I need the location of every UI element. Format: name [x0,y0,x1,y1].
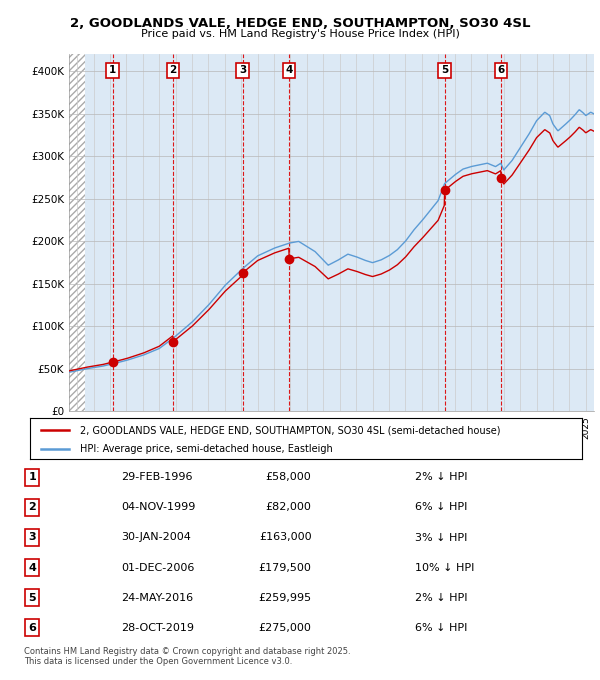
Text: 2: 2 [169,65,176,75]
Text: 28-OCT-2019: 28-OCT-2019 [121,623,194,632]
Text: 1: 1 [28,473,36,482]
Text: 3: 3 [239,65,246,75]
Text: 2, GOODLANDS VALE, HEDGE END, SOUTHAMPTON, SO30 4SL (semi-detached house): 2, GOODLANDS VALE, HEDGE END, SOUTHAMPTO… [80,426,500,435]
Text: 4: 4 [28,562,36,573]
Text: 3% ↓ HPI: 3% ↓ HPI [415,532,467,543]
Text: 3: 3 [28,532,36,543]
Text: 2% ↓ HPI: 2% ↓ HPI [415,592,468,602]
Text: 4: 4 [286,65,293,75]
Text: This data is licensed under the Open Government Licence v3.0.: This data is licensed under the Open Gov… [24,657,292,666]
Text: £163,000: £163,000 [259,532,311,543]
Text: HPI: Average price, semi-detached house, Eastleigh: HPI: Average price, semi-detached house,… [80,444,332,454]
Text: 5: 5 [441,65,448,75]
Text: Contains HM Land Registry data © Crown copyright and database right 2025.: Contains HM Land Registry data © Crown c… [24,647,350,656]
Text: 5: 5 [28,592,36,602]
Text: 6: 6 [28,623,36,632]
Text: 01-DEC-2006: 01-DEC-2006 [121,562,195,573]
Bar [69,54,85,411]
Text: £179,500: £179,500 [259,562,311,573]
Text: £275,000: £275,000 [259,623,311,632]
Text: Price paid vs. HM Land Registry's House Price Index (HPI): Price paid vs. HM Land Registry's House … [140,29,460,39]
Text: 6% ↓ HPI: 6% ↓ HPI [415,623,467,632]
Text: 2: 2 [28,503,36,513]
Text: £82,000: £82,000 [266,503,311,513]
Text: 10% ↓ HPI: 10% ↓ HPI [415,562,475,573]
Text: 04-NOV-1999: 04-NOV-1999 [121,503,196,513]
Text: 1: 1 [109,65,116,75]
Text: 2% ↓ HPI: 2% ↓ HPI [415,473,468,482]
Text: 2, GOODLANDS VALE, HEDGE END, SOUTHAMPTON, SO30 4SL: 2, GOODLANDS VALE, HEDGE END, SOUTHAMPTO… [70,17,530,30]
Text: £58,000: £58,000 [266,473,311,482]
Text: 24-MAY-2016: 24-MAY-2016 [121,592,194,602]
Text: 29-FEB-1996: 29-FEB-1996 [121,473,193,482]
Text: 6% ↓ HPI: 6% ↓ HPI [415,503,467,513]
Text: £259,995: £259,995 [259,592,311,602]
Text: 30-JAN-2004: 30-JAN-2004 [121,532,191,543]
Text: 6: 6 [497,65,505,75]
